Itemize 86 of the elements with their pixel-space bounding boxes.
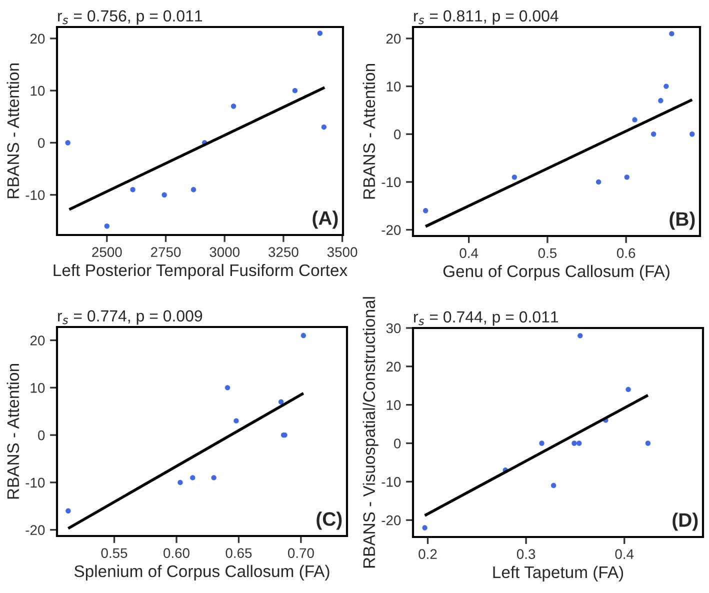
x-tick-label: 0.65 <box>226 548 252 558</box>
x-tick-label: 0.55 <box>101 548 128 558</box>
x-tick-label: 3500 <box>327 247 358 258</box>
point <box>550 482 556 488</box>
point <box>624 174 630 180</box>
x-axis-title: Splenium of Corpus Callosum (FA) <box>74 564 330 580</box>
y-tick-label: -20 <box>382 225 401 235</box>
point <box>230 104 236 109</box>
point <box>317 30 323 36</box>
x-tick-label: 2500 <box>92 247 122 258</box>
chart-title: r$_{s}$ = 0.756, p = 0.011 <box>58 10 202 25</box>
point <box>626 386 631 392</box>
y-axis-title: RBANS - Attention <box>6 364 20 499</box>
annotation: (D) <box>672 512 698 531</box>
y-tick-label: -10 <box>382 477 401 487</box>
point <box>572 440 577 446</box>
point <box>422 208 428 214</box>
annotation: (B) <box>670 212 695 230</box>
x-tick-label: 0.4 <box>460 248 478 258</box>
x-tick-label: 0.4 <box>615 549 634 560</box>
y-axis-title: RBANS - Visuospatial/Constructional <box>362 297 378 568</box>
x-tick-label: 0.2 <box>418 549 437 560</box>
point <box>224 385 230 390</box>
point <box>178 480 183 486</box>
point <box>292 88 298 94</box>
y-tick-label: -10 <box>26 190 45 200</box>
y-tick-label: -10 <box>26 478 45 488</box>
y-tick-label: 20 <box>30 336 45 346</box>
x-tick-label: 0.60 <box>164 548 190 558</box>
y-tick-label: 20 <box>30 34 45 44</box>
point <box>190 475 196 480</box>
x-tick-label: 3250 <box>268 247 298 258</box>
y-tick-label: 20 <box>386 34 401 44</box>
x-axis-title: Genu of Corpus Callosum (FA) <box>443 264 670 280</box>
point <box>539 440 544 446</box>
y-axis-title: RBANS - Attention <box>362 64 376 199</box>
point <box>645 440 651 446</box>
point <box>690 132 695 137</box>
point <box>576 440 582 446</box>
chart-title: r$_{s}$ = 0.811, p = 0.004 <box>414 10 558 25</box>
point <box>278 399 284 404</box>
point <box>66 508 71 514</box>
x-tick-label: 0.70 <box>288 548 314 558</box>
point <box>669 31 674 36</box>
point <box>162 192 167 198</box>
x-tick-label: 0.3 <box>516 549 536 560</box>
y-tick-label: 0 <box>38 430 45 440</box>
point <box>65 140 70 146</box>
point <box>664 84 669 89</box>
x-tick-label: 2750 <box>151 247 181 258</box>
point <box>658 98 664 104</box>
x-axis-title: Left Tapetum (FA) <box>493 566 624 582</box>
y-axis-title: RBANS - Attention <box>6 64 20 198</box>
annotation: (A) <box>312 210 338 229</box>
point <box>130 187 136 192</box>
point <box>578 333 583 338</box>
y-tick-label: 20 <box>386 362 401 372</box>
point <box>190 187 196 192</box>
point <box>632 117 638 122</box>
point <box>211 475 216 480</box>
y-tick-label: -20 <box>26 525 45 536</box>
x-tick-label: 3000 <box>210 247 240 258</box>
y-tick-label: 0 <box>394 438 401 448</box>
chart-title: r$_{s}$ = 0.744, p = 0.011 <box>414 311 558 326</box>
point <box>422 525 428 530</box>
y-tick-label: 10 <box>30 86 45 96</box>
y-tick-label: 0 <box>38 138 45 148</box>
chart-title: r$_{s}$ = 0.774, p = 0.009 <box>58 310 202 325</box>
y-tick-label: 10 <box>30 382 45 393</box>
point <box>651 132 656 137</box>
y-tick-label: -20 <box>382 515 401 526</box>
annotation: (C) <box>316 512 342 530</box>
point <box>234 418 239 424</box>
point <box>512 174 518 180</box>
x-tick-label: 0.6 <box>616 248 636 258</box>
point <box>104 224 110 229</box>
y-tick-label: 10 <box>386 400 401 410</box>
point <box>300 332 306 338</box>
x-tick-label: 0.5 <box>538 248 557 258</box>
y-tick-label: -10 <box>382 177 401 188</box>
x-axis-title: Left Posterior Temporal Fusiform Cortex <box>54 264 348 280</box>
point <box>596 179 602 185</box>
y-tick-label: 30 <box>386 323 401 334</box>
point <box>321 124 327 130</box>
y-tick-label: 0 <box>394 129 401 140</box>
y-tick-label: 10 <box>386 82 401 92</box>
